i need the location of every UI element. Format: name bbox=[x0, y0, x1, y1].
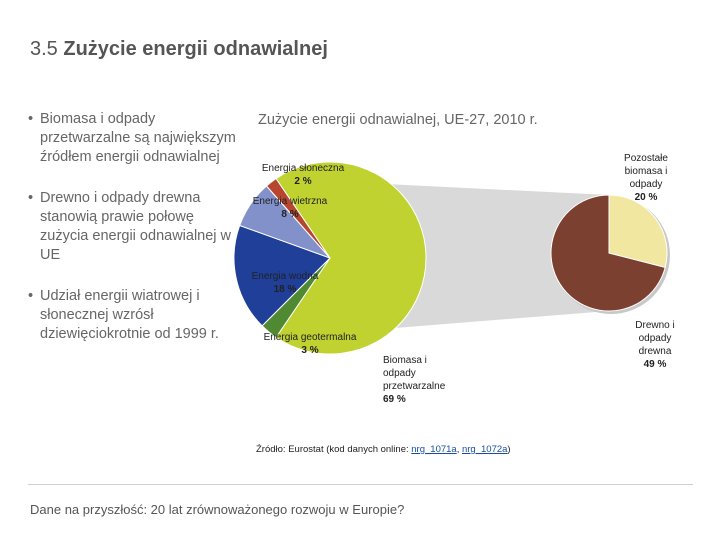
bullet-list: Biomasa i odpady przetwarzalne są najwię… bbox=[28, 110, 238, 366]
pie-slice-energia-wodna bbox=[233, 224, 331, 327]
source-suffix: ) bbox=[507, 444, 511, 455]
slice-energia-geotermalna-label: Energia geotermalna 3 % bbox=[264, 332, 357, 356]
breakout-drewno-i-odpady-drewna-value: 49 % bbox=[644, 359, 667, 370]
breakout-pozostale-biomasa-i-odpady-value: 20 % bbox=[635, 192, 658, 203]
breakout-slice-pozostale-biomasa-i-odpady bbox=[608, 194, 668, 268]
source-separator: , bbox=[456, 444, 462, 455]
breakout-pozostale-biomasa-i-odpady-label: Pozostałe biomasa i odpady 20 % bbox=[624, 153, 668, 203]
slice-energia-wietrzna-value: 8 % bbox=[281, 209, 298, 220]
slice-biomasa-i-odpady-przetwarzalne-value: 69 % bbox=[383, 394, 406, 405]
slice-energia-sloneczna-value: 2 % bbox=[294, 176, 311, 187]
bullet-item: Biomasa i odpady przetwarzalne są najwię… bbox=[28, 110, 238, 167]
footer-divider bbox=[28, 484, 693, 485]
bullet-item: Drewno i odpady drewna stanowią prawie p… bbox=[28, 189, 238, 265]
breakout-drewno-i-odpady-drewna-label: Drewno i odpady drewna 49 % bbox=[635, 320, 674, 370]
slide-number: 3.5 bbox=[30, 38, 58, 60]
bullet-item: Udział energii wiatrowej i słonecznej wz… bbox=[28, 287, 238, 344]
slice-energia-geotermalna-value: 3 % bbox=[301, 345, 318, 356]
slide-title: 3.5 Zużycie energii odnawialnej bbox=[30, 38, 328, 61]
slice-energia-wodna-value: 18 % bbox=[274, 284, 297, 295]
footer-text: Dane na przyszłość: 20 lat zrównoważoneg… bbox=[30, 502, 405, 517]
slide-title-text: Zużycie energii odnawialnej bbox=[63, 38, 328, 60]
slice-labels: Biomasa i odpady przetwarzalne 69 % Energia … bbox=[252, 153, 675, 405]
slice-energia-wodna-label: Energia wodna 18 % bbox=[252, 271, 319, 295]
pie-slice-biomasa-i-odpady-przetwarzalne bbox=[275, 161, 427, 355]
slice-energia-sloneczna-label: Energia słoneczna 2 % bbox=[262, 163, 345, 187]
slice-biomasa-i-odpady-przetwarzalne-label: Biomasa i odpady przetwarzalne 69 % bbox=[383, 355, 446, 405]
main-pie bbox=[233, 161, 427, 355]
source-prefix: Źródło: Eurostat (kod danych online: bbox=[256, 444, 412, 455]
chart-title: Zużycie energii odnawialnej, UE-27, 2010… bbox=[258, 112, 538, 128]
source-note: Źródło: Eurostat (kod danych online: nrg… bbox=[256, 444, 511, 455]
breakout-pie bbox=[550, 194, 670, 314]
pie-slice-energia-sloneczna bbox=[265, 177, 331, 259]
source-link-nrg-1072a[interactable]: nrg_1072a bbox=[461, 444, 508, 455]
slice-energia-wietrzna-label: Energia wietrzna 8 % bbox=[253, 196, 328, 220]
source-link-nrg-1071a[interactable]: nrg_1071a bbox=[411, 444, 457, 455]
breakout-slice-drewno-i-odpady-drewna bbox=[550, 194, 666, 312]
